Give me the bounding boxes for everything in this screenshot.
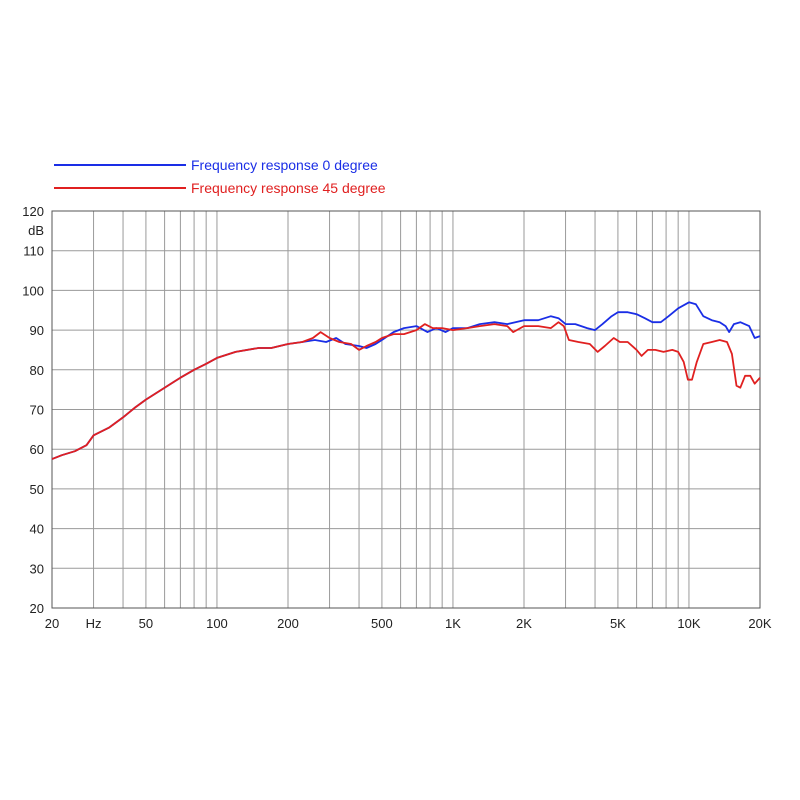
x-tick-label: 500 [371, 616, 393, 631]
y-unit-label: dB [28, 223, 44, 238]
legend-label-0: Frequency response 0 degree [191, 157, 378, 173]
y-tick-label: 30 [30, 561, 44, 576]
y-tick-labels: 20 30 40 50 60 70 80 90 100 110 120 [22, 204, 44, 616]
x-tick-label: 20 [45, 616, 59, 631]
x-tick-labels: 20 Hz 50 100 200 500 1K 2K 5K 10K 20K [45, 616, 772, 631]
x-tick-label: 50 [139, 616, 153, 631]
x-tick-label: 200 [277, 616, 299, 631]
y-tick-label: 20 [30, 601, 44, 616]
y-tick-label: 70 [30, 403, 44, 418]
series-lines [51, 301, 761, 460]
y-tick-label: 90 [30, 323, 44, 338]
x-tick-label: 100 [206, 616, 228, 631]
y-tick-label: 40 [30, 522, 44, 537]
x-tick-label: 5K [610, 616, 626, 631]
legend-label-1: Frequency response 45 degree [191, 180, 386, 196]
x-tick-label: 1K [445, 616, 461, 631]
y-tick-label: 60 [30, 442, 44, 457]
x-tick-label: 10K [677, 616, 700, 631]
y-tick-label: 50 [30, 482, 44, 497]
x-tick-label: Hz [86, 616, 102, 631]
x-tick-label: 2K [516, 616, 532, 631]
y-tick-label: 100 [22, 283, 44, 298]
x-tick-label: 20K [748, 616, 771, 631]
y-tick-label: 120 [22, 204, 44, 219]
legend: Frequency response 0 degree Frequency res… [54, 157, 386, 196]
plot-frame [51, 210, 761, 609]
series-line-0 [51, 301, 761, 460]
y-tick-label: 80 [30, 363, 44, 378]
grid [51, 210, 761, 609]
y-tick-label: 110 [23, 244, 44, 259]
series-line-1 [51, 321, 761, 460]
